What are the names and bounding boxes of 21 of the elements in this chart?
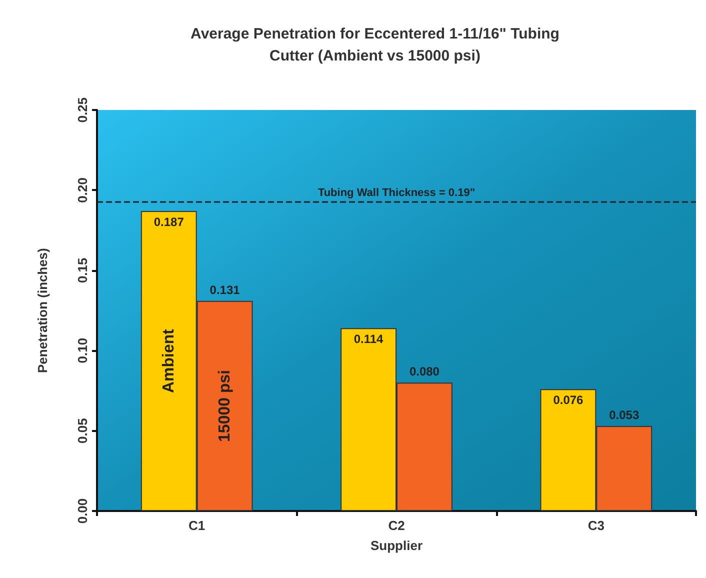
x-tick-label: C1 <box>188 518 206 533</box>
chart-title: Average Penetration for Eccentered 1-11/16" Tubing Cutter (Ambient vs 15000 psi) <box>190 26 560 64</box>
data-label: 0.114 <box>354 332 384 346</box>
text: 0.15 <box>75 258 90 284</box>
x-axis-title: Supplier <box>370 538 423 553</box>
text: 0.00 <box>75 498 90 524</box>
data-label: 0.080 <box>409 364 440 379</box>
ref-line-label: Tubing Wall Thickness = 0.19" <box>318 186 476 199</box>
text: 0.25 <box>75 97 90 123</box>
series-label: Ambient <box>160 328 178 394</box>
data-label: 0.131 <box>210 282 240 297</box>
x-tick-label: C2 <box>388 518 405 533</box>
data-label: 0.187 <box>154 215 184 230</box>
text: 0.10 <box>75 338 90 364</box>
y-axis-title: Penetration (inches) <box>35 248 50 373</box>
text: 0.05 <box>75 418 90 444</box>
x-tick-label: C3 <box>588 518 604 533</box>
series-label: 15000 psi <box>216 370 234 442</box>
data-label: 0.053 <box>609 408 640 422</box>
text: 0.20 <box>75 178 90 203</box>
data-label: 0.076 <box>553 393 584 408</box>
